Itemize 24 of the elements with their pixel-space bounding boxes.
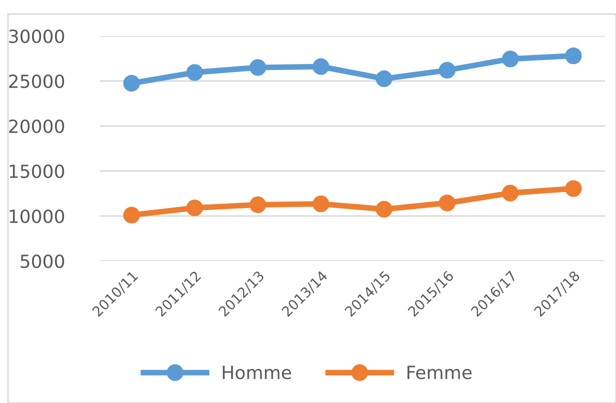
point [438, 194, 456, 212]
point [186, 64, 204, 81]
legend-label: Homme [222, 366, 292, 380]
point [502, 184, 519, 202]
y-tick-label: 20000 [9, 119, 64, 134]
point [565, 47, 582, 64]
y-tick-label: 25000 [9, 74, 64, 88]
point [123, 74, 140, 92]
point [438, 62, 456, 79]
point [312, 196, 330, 212]
point [376, 70, 392, 88]
point [123, 206, 140, 224]
y-tick-label: 10000 [10, 209, 64, 224]
point [186, 200, 204, 216]
legend-label: Femme [408, 366, 472, 380]
point [249, 196, 266, 214]
point [249, 59, 266, 76]
point [565, 180, 582, 197]
y-tick-label: 30000 [9, 29, 64, 44]
point [376, 200, 392, 218]
y-tick-label: 15000 [10, 164, 64, 178]
point [502, 50, 519, 68]
point [312, 58, 330, 75]
y-tick-label: 5000 [20, 254, 64, 268]
